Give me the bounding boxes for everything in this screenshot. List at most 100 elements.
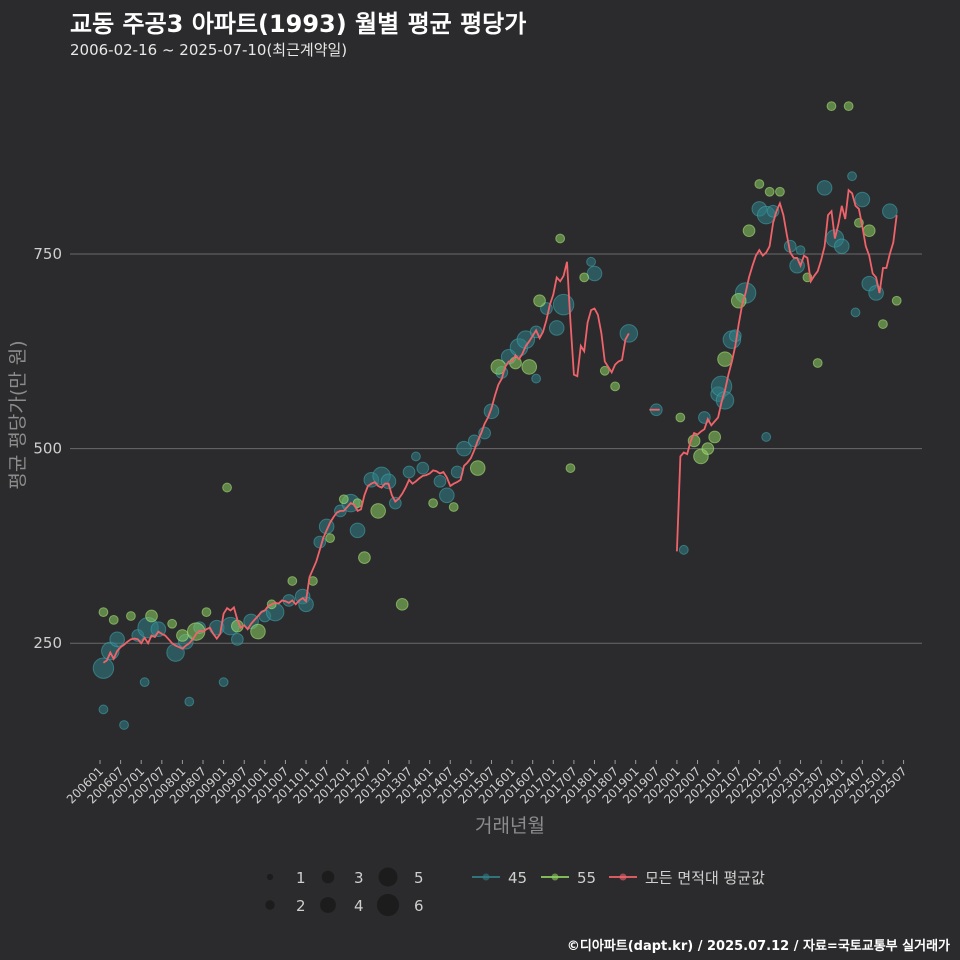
point-45 <box>847 171 857 182</box>
point-55 <box>145 609 158 623</box>
y-tick-label: 750 <box>33 245 62 263</box>
point-45 <box>833 238 850 255</box>
point-55 <box>675 412 686 423</box>
size-legend-dot <box>320 897 336 913</box>
point-55 <box>167 618 178 629</box>
point-45 <box>184 696 195 707</box>
point-55 <box>764 186 775 197</box>
size-legend-label: 5 <box>414 869 424 887</box>
point-55 <box>186 622 206 641</box>
color-legend-dot <box>619 873 627 881</box>
point-45 <box>516 330 536 349</box>
point-55 <box>843 101 854 112</box>
x-axis-ticks: 2006012006072007012007072008012008072009… <box>64 760 910 807</box>
point-55 <box>370 503 386 519</box>
size-legend-dot <box>265 900 275 910</box>
point-45 <box>388 496 402 510</box>
point-45 <box>456 440 472 457</box>
point-45 <box>150 621 167 638</box>
point-55 <box>201 607 212 618</box>
point-55 <box>448 502 459 512</box>
point-45 <box>231 632 244 646</box>
color-legend-label: 45 <box>508 869 527 887</box>
point-45 <box>854 191 871 208</box>
size-legend-label: 2 <box>296 897 306 915</box>
point-55 <box>469 460 486 476</box>
grid-lines <box>70 253 922 644</box>
series-45-points <box>92 171 898 730</box>
point-45 <box>218 677 229 688</box>
line-segment-all <box>676 188 898 552</box>
x-axis-label: 거래년월 <box>475 815 545 837</box>
point-45 <box>531 373 542 384</box>
point-45 <box>678 544 689 555</box>
chart-title: 교동 주공3 아파트(1993) 월별 평균 평당가 <box>70 10 527 38</box>
point-55 <box>338 494 349 505</box>
point-55 <box>555 233 566 244</box>
point-55 <box>610 381 621 392</box>
point-55 <box>565 463 576 473</box>
point-45 <box>795 245 806 256</box>
y-tick-label: 500 <box>33 440 62 458</box>
point-45 <box>715 391 735 410</box>
color-legend-label: 55 <box>577 869 596 887</box>
point-45 <box>411 451 421 462</box>
size-legend-dot <box>321 870 335 884</box>
point-45 <box>586 265 603 282</box>
point-45 <box>109 631 125 648</box>
y-tick-label: 250 <box>33 634 62 652</box>
point-55 <box>428 498 439 509</box>
y-axis-label: 평균 평당가(만 원) <box>7 340 29 489</box>
point-45 <box>850 307 861 318</box>
point-55 <box>358 551 371 564</box>
size-legend-label: 3 <box>354 869 364 887</box>
point-45 <box>402 465 416 479</box>
point-55 <box>599 365 610 376</box>
point-45 <box>868 285 884 301</box>
series-55-points <box>98 101 902 642</box>
point-55 <box>717 351 733 367</box>
point-55 <box>579 272 590 283</box>
point-45 <box>439 487 455 504</box>
point-45 <box>433 474 447 488</box>
point-55 <box>287 576 298 586</box>
point-55 <box>891 295 902 306</box>
point-55 <box>878 319 888 329</box>
size-legend-label: 4 <box>354 897 364 915</box>
point-55 <box>222 482 232 493</box>
point-55 <box>98 607 109 618</box>
point-55 <box>521 359 538 375</box>
point-55 <box>108 614 119 625</box>
point-55 <box>862 224 876 238</box>
point-45 <box>139 677 150 688</box>
point-45 <box>416 461 430 475</box>
color-legend-dot <box>482 873 490 881</box>
point-55 <box>742 224 756 238</box>
point-45 <box>548 320 565 336</box>
size-legend-label: 1 <box>296 869 306 887</box>
point-55 <box>775 186 785 197</box>
line-segment-all <box>102 261 630 664</box>
size-legend-label: 6 <box>414 897 424 915</box>
point-55 <box>754 179 765 189</box>
point-45 <box>728 329 742 343</box>
color-legend-label: 모든 면적대 평균값 <box>645 869 765 887</box>
point-55 <box>250 623 266 640</box>
point-45 <box>98 704 109 715</box>
color-legend-dot <box>551 873 559 881</box>
point-45 <box>586 256 596 267</box>
chart-subtitle: 2006-02-16 ~ 2025-07-10(최근계약일) <box>70 41 348 59</box>
size-legend-dot <box>378 867 398 887</box>
footer-credit: ©디아파트(dapt.kr) / 2025.07.12 / 자료=국토교통부 실… <box>566 939 950 954</box>
point-55 <box>812 358 823 368</box>
size-legend-dot <box>266 873 274 881</box>
point-45 <box>816 180 833 196</box>
point-45 <box>483 403 500 420</box>
point-55 <box>826 101 837 112</box>
series-all-line <box>102 188 898 664</box>
point-55 <box>176 629 189 642</box>
y-axis-ticks: 250 500 750 <box>33 245 62 652</box>
point-45 <box>119 720 129 730</box>
